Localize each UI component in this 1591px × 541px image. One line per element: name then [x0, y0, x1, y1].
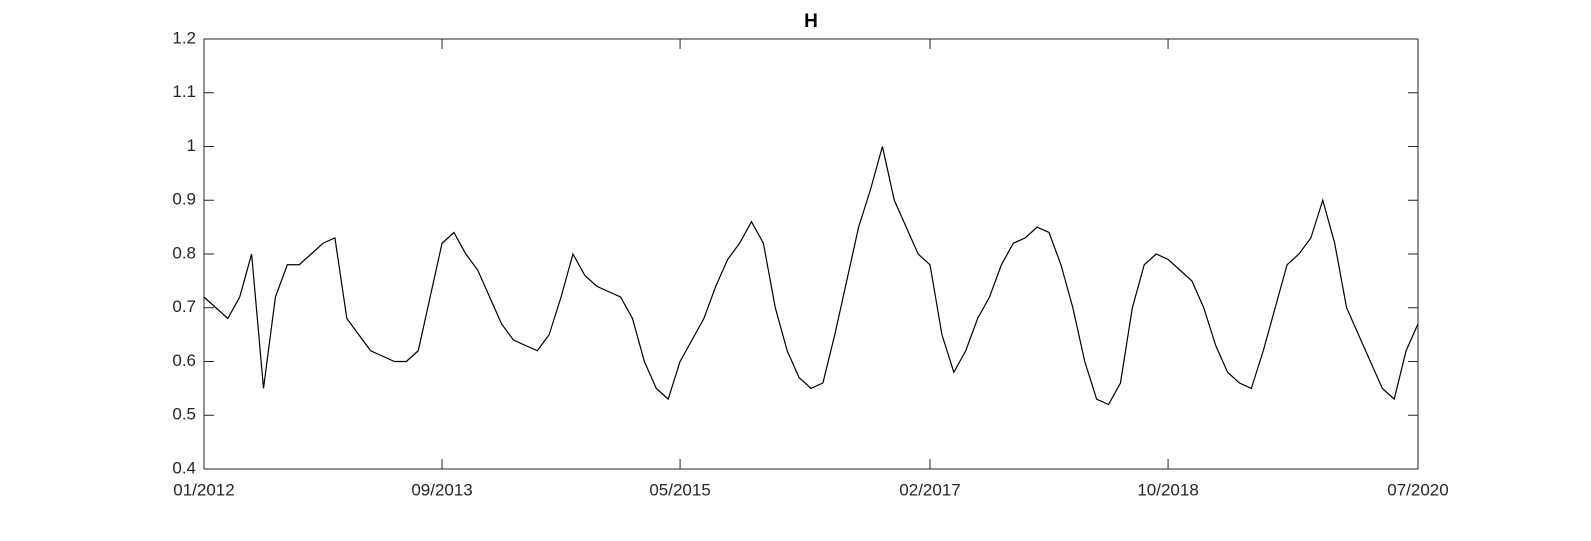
x-tick-label: 09/2013: [411, 480, 472, 499]
x-tick-label: 10/2018: [1137, 480, 1198, 499]
y-tick-label: 0.5: [172, 405, 196, 424]
data-line: [203, 146, 1419, 406]
x-tick-label: 02/2017: [899, 480, 960, 499]
x-tick-label: 07/2020: [1387, 480, 1448, 499]
plot-frame: [203, 38, 1419, 470]
y-tick-label: 1: [187, 136, 196, 155]
y-tick-label: 0.7: [172, 297, 196, 316]
x-tick-label: 01/2012: [173, 480, 234, 499]
chart-title: H: [804, 11, 818, 32]
y-tick-label: 0.9: [172, 190, 196, 209]
y-tick-label: 0.8: [172, 243, 196, 262]
y-tick-label: 1.1: [172, 82, 196, 101]
y-tick-label: 0.6: [172, 351, 196, 370]
y-tick-label: 0.4: [172, 458, 196, 477]
y-tick-label: 1.2: [172, 28, 196, 47]
x-tick-label: 05/2015: [649, 480, 710, 499]
